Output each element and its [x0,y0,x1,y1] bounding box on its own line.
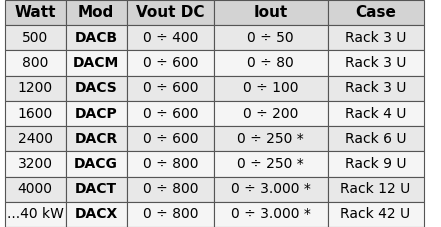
FancyBboxPatch shape [214,202,328,227]
FancyBboxPatch shape [127,177,214,202]
Text: 0 ÷ 800: 0 ÷ 800 [142,207,198,221]
Text: Rack 3 U: Rack 3 U [345,31,406,45]
Text: 800: 800 [22,56,48,70]
Text: Rack 3 U: Rack 3 U [345,56,406,70]
Text: 2400: 2400 [18,132,52,146]
FancyBboxPatch shape [127,76,214,101]
FancyBboxPatch shape [66,101,127,126]
Text: 0 ÷ 600: 0 ÷ 600 [142,106,198,121]
Text: Watt: Watt [14,5,56,20]
Text: 0 ÷ 250 *: 0 ÷ 250 * [237,157,304,171]
Text: 0 ÷ 600: 0 ÷ 600 [142,81,198,95]
FancyBboxPatch shape [4,25,66,50]
FancyBboxPatch shape [127,101,214,126]
FancyBboxPatch shape [4,76,66,101]
FancyBboxPatch shape [328,126,423,151]
FancyBboxPatch shape [127,126,214,151]
Text: DACM: DACM [73,56,120,70]
FancyBboxPatch shape [214,126,328,151]
Text: Iout: Iout [254,5,288,20]
FancyBboxPatch shape [328,151,423,177]
FancyBboxPatch shape [214,177,328,202]
Text: Rack 9 U: Rack 9 U [345,157,406,171]
FancyBboxPatch shape [66,76,127,101]
FancyBboxPatch shape [214,0,328,25]
FancyBboxPatch shape [4,101,66,126]
FancyBboxPatch shape [214,151,328,177]
Text: 0 ÷ 3.000 *: 0 ÷ 3.000 * [231,182,311,196]
Text: 1200: 1200 [18,81,52,95]
Text: DACR: DACR [75,132,118,146]
Text: 0 ÷ 50: 0 ÷ 50 [247,31,294,45]
Text: 1600: 1600 [18,106,52,121]
Text: DACS: DACS [75,81,118,95]
Text: Rack 42 U: Rack 42 U [340,207,411,221]
Text: Rack 3 U: Rack 3 U [345,81,406,95]
Text: Rack 6 U: Rack 6 U [345,132,406,146]
FancyBboxPatch shape [66,202,127,227]
FancyBboxPatch shape [4,151,66,177]
Text: 0 ÷ 3.000 *: 0 ÷ 3.000 * [231,207,311,221]
Text: DACX: DACX [75,207,118,221]
FancyBboxPatch shape [66,0,127,25]
FancyBboxPatch shape [4,0,66,25]
Text: 0 ÷ 600: 0 ÷ 600 [142,56,198,70]
FancyBboxPatch shape [66,177,127,202]
FancyBboxPatch shape [66,126,127,151]
Text: 500: 500 [22,31,48,45]
Text: DACT: DACT [75,182,117,196]
Text: Rack 12 U: Rack 12 U [340,182,411,196]
FancyBboxPatch shape [4,202,66,227]
FancyBboxPatch shape [214,50,328,76]
FancyBboxPatch shape [127,0,214,25]
Text: Vout DC: Vout DC [136,5,205,20]
FancyBboxPatch shape [127,50,214,76]
Text: 0 ÷ 250 *: 0 ÷ 250 * [237,132,304,146]
FancyBboxPatch shape [328,202,423,227]
FancyBboxPatch shape [328,101,423,126]
FancyBboxPatch shape [4,50,66,76]
FancyBboxPatch shape [66,50,127,76]
Text: 0 ÷ 400: 0 ÷ 400 [143,31,198,45]
Text: 0 ÷ 600: 0 ÷ 600 [142,132,198,146]
Text: 0 ÷ 100: 0 ÷ 100 [243,81,299,95]
FancyBboxPatch shape [66,25,127,50]
FancyBboxPatch shape [214,101,328,126]
Text: Mod: Mod [78,5,114,20]
FancyBboxPatch shape [4,126,66,151]
Text: 0 ÷ 800: 0 ÷ 800 [142,182,198,196]
FancyBboxPatch shape [214,25,328,50]
FancyBboxPatch shape [328,76,423,101]
FancyBboxPatch shape [328,177,423,202]
Text: Rack 4 U: Rack 4 U [345,106,406,121]
Text: ...40 kW: ...40 kW [7,207,64,221]
FancyBboxPatch shape [127,25,214,50]
Text: 0 ÷ 800: 0 ÷ 800 [142,157,198,171]
Text: 3200: 3200 [18,157,52,171]
FancyBboxPatch shape [4,177,66,202]
Text: 0 ÷ 200: 0 ÷ 200 [243,106,299,121]
Text: 4000: 4000 [18,182,52,196]
Text: DACG: DACG [74,157,118,171]
Text: DACB: DACB [75,31,118,45]
FancyBboxPatch shape [66,151,127,177]
FancyBboxPatch shape [214,76,328,101]
FancyBboxPatch shape [328,50,423,76]
FancyBboxPatch shape [328,25,423,50]
FancyBboxPatch shape [127,151,214,177]
FancyBboxPatch shape [127,202,214,227]
Text: Case: Case [355,5,396,20]
Text: DACP: DACP [75,106,118,121]
FancyBboxPatch shape [328,0,423,25]
Text: 0 ÷ 80: 0 ÷ 80 [247,56,294,70]
